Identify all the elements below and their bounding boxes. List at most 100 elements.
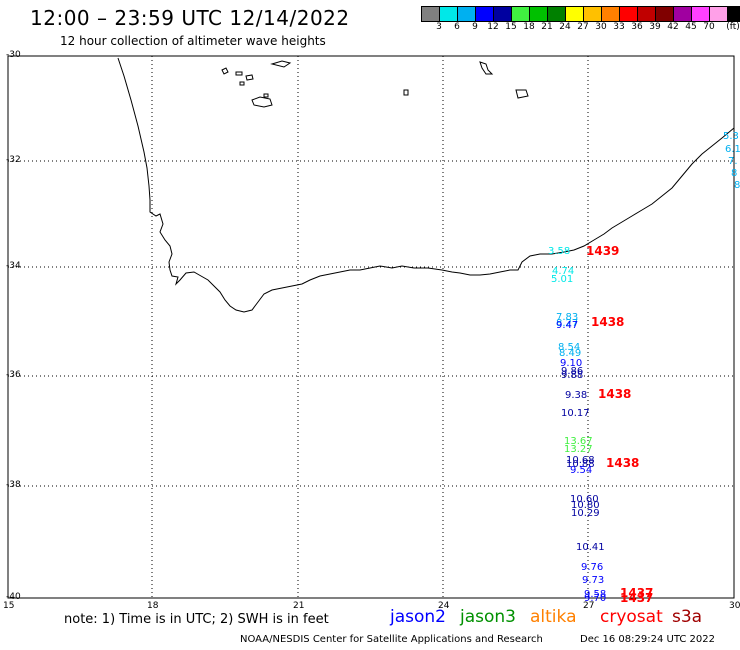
color-scale-label: 3 xyxy=(436,22,442,32)
color-swatch xyxy=(602,7,620,21)
wave-height-value: 9.73 xyxy=(582,575,605,586)
latitude-label: -40 xyxy=(6,592,21,602)
wave-height-value: 9.38 xyxy=(565,390,588,401)
wave-height-value: 9.10 xyxy=(560,358,583,369)
wave-height-value: 13.27 xyxy=(564,444,593,455)
wave-height-value: 9.54 xyxy=(570,465,593,476)
color-scale-label: 6 xyxy=(454,22,460,32)
color-swatch xyxy=(512,7,530,21)
map-frame xyxy=(7,55,735,599)
island-cluster xyxy=(221,60,529,108)
pass-time-label: 1439 xyxy=(586,244,620,258)
color-swatch xyxy=(476,7,494,21)
color-scale-bar xyxy=(421,6,740,22)
color-swatch xyxy=(620,7,638,21)
wave-height-value: 9.86 xyxy=(561,366,584,377)
wave-height-value: 6.1 xyxy=(725,144,740,155)
wave-height-value: 4.74 xyxy=(552,266,575,277)
map-subtitle: 12 hour collection of altimeter wave hei… xyxy=(60,34,326,48)
color-swatch xyxy=(566,7,584,21)
wave-height-value: 9.76 xyxy=(581,562,604,573)
color-scale-label: 36 xyxy=(631,22,643,32)
wave-height-value: 10.68 xyxy=(566,455,595,466)
color-swatch xyxy=(674,7,692,21)
color-scale-label: 30 xyxy=(595,22,607,32)
units-note: note: 1) Time is in UTC; 2) SWH is in fe… xyxy=(64,612,329,627)
wave-height-value: 8 xyxy=(731,168,738,179)
latitude-label: -36 xyxy=(6,370,21,380)
color-scale-label: 45 xyxy=(685,22,697,32)
wave-height-value: 9.70 xyxy=(584,593,607,604)
wave-height-value: 5.01 xyxy=(551,274,574,285)
color-swatch xyxy=(458,7,476,21)
wave-height-value: 3.58 xyxy=(548,246,571,257)
wave-height-value: 10.60 xyxy=(570,494,599,505)
pass-time-label: 1438 xyxy=(591,315,625,329)
color-scale-label: 18 xyxy=(523,22,535,32)
pass-time-label: 1438 xyxy=(606,456,640,470)
color-swatch xyxy=(530,7,548,21)
latitude-label: -30 xyxy=(6,50,21,60)
wave-height-value: 9.88 xyxy=(561,370,584,381)
longitude-label: 15 xyxy=(3,601,15,611)
color-swatch xyxy=(638,7,656,21)
map-title: 12:00 – 23:59 UTC 12/14/2022 xyxy=(30,6,350,30)
color-swatch xyxy=(584,7,602,21)
color-scale-label: 9 xyxy=(472,22,478,32)
color-scale-label: (ft) xyxy=(726,22,740,32)
footer-credit: NOAA/NESDIS Center for Satellite Applica… xyxy=(240,634,543,645)
color-scale-label: 15 xyxy=(505,22,517,32)
wave-height-value: 7. xyxy=(728,156,738,167)
pass-time-label: 1438 xyxy=(598,387,632,401)
legend-entry-jason2: jason2 xyxy=(390,607,446,627)
wave-height-value: 5.3 xyxy=(723,131,739,142)
footer-timestamp: Dec 16 08:29:24 UTC 2022 xyxy=(580,634,715,645)
wave-height-value: 8.27 xyxy=(556,318,579,329)
color-scale-label: 70 xyxy=(703,22,715,32)
wave-height-value: 13.67 xyxy=(564,436,593,447)
color-scale-label: 12 xyxy=(487,22,499,32)
wave-height-value: 10.29 xyxy=(571,508,600,519)
legend-entry-jason3: jason3 xyxy=(460,607,516,627)
pass-time-label: 1437 xyxy=(620,591,654,605)
color-scale-label: 24 xyxy=(559,22,571,32)
wave-height-value: 8.49 xyxy=(559,348,582,359)
longitude-label: 18 xyxy=(147,601,159,611)
pass-time-label: 1437 xyxy=(620,586,654,600)
legend-entry-cryosat: cryosat xyxy=(600,607,663,627)
wave-height-value: 9.47 xyxy=(556,320,579,331)
color-scale-label: 33 xyxy=(613,22,625,32)
color-swatch xyxy=(494,7,512,21)
longitude-label: 21 xyxy=(293,601,305,611)
wave-height-value: 7.83 xyxy=(556,312,579,323)
color-swatch xyxy=(548,7,566,21)
longitude-label: 24 xyxy=(438,601,450,611)
wave-height-value: 8 xyxy=(734,180,740,191)
color-swatch xyxy=(728,7,740,21)
color-swatch xyxy=(440,7,458,21)
color-swatch xyxy=(422,7,440,21)
longitude-label: 27 xyxy=(583,601,595,611)
wave-height-value: 10.17 xyxy=(561,408,590,419)
wave-height-value: 10.41 xyxy=(576,542,605,553)
color-swatch xyxy=(692,7,710,21)
color-scale-label: 21 xyxy=(541,22,553,32)
color-swatch xyxy=(710,7,728,21)
color-scale-label: 42 xyxy=(667,22,679,32)
color-swatch xyxy=(656,7,674,21)
wave-height-value: 9.58 xyxy=(584,589,607,600)
latitude-label: -38 xyxy=(6,480,21,490)
longitude-label: 30 xyxy=(729,601,740,611)
latitude-label: -34 xyxy=(6,261,21,271)
graticule xyxy=(8,56,734,598)
color-scale-label: 39 xyxy=(649,22,661,32)
legend-entry-s3a: s3a xyxy=(672,607,703,627)
wave-height-value: 10.80 xyxy=(571,500,600,511)
latitude-label: -32 xyxy=(6,155,21,165)
wave-height-value: 10.88 xyxy=(566,459,595,470)
color-scale-label: 27 xyxy=(577,22,589,32)
wave-height-value: 8.54 xyxy=(558,342,581,353)
legend-entry-altika: altika xyxy=(530,607,577,627)
coastline xyxy=(117,57,735,313)
